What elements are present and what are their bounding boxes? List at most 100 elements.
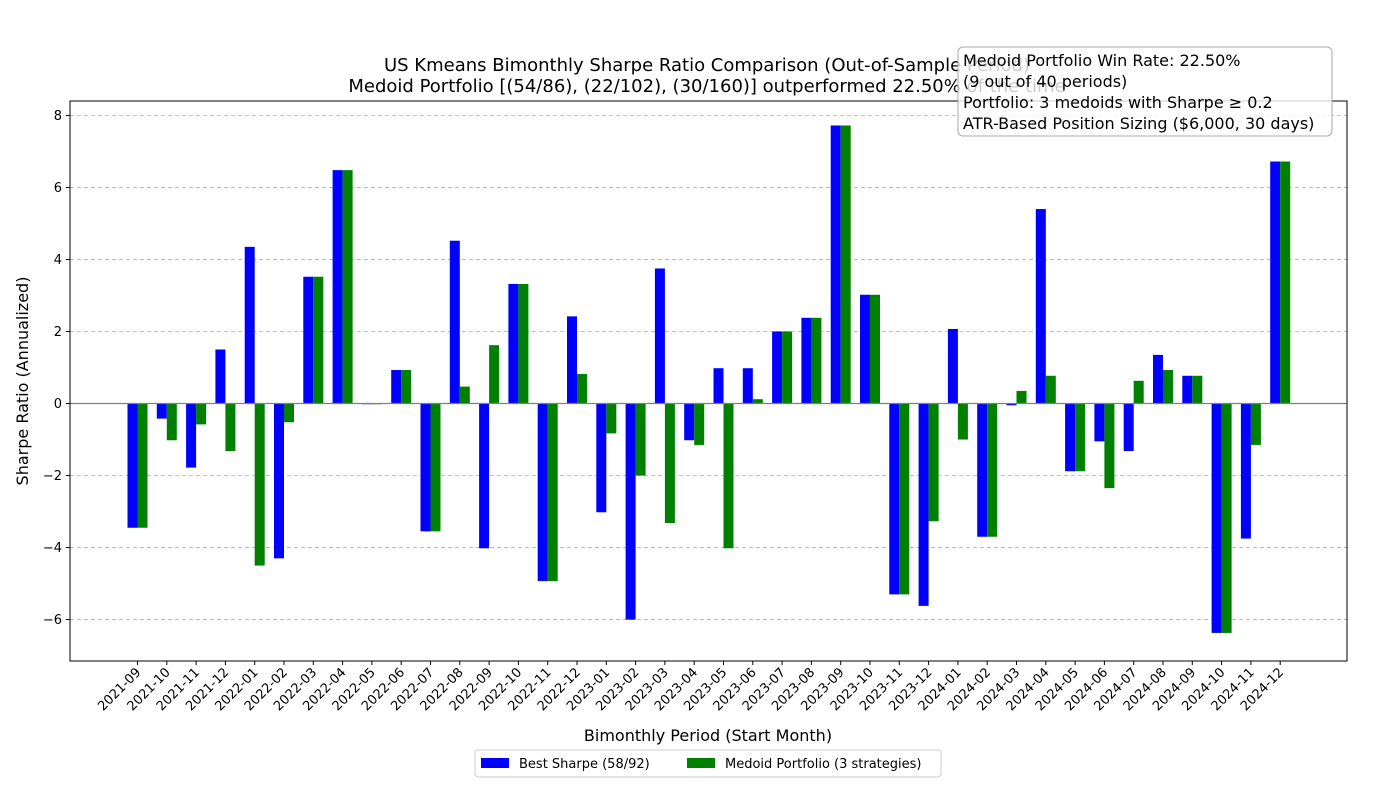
bar-medoid-portfolio-2022-01 <box>254 403 265 566</box>
bar-medoid-portfolio-2024-10 <box>1221 403 1232 633</box>
bar-medoid-portfolio-2024-12 <box>1280 161 1291 404</box>
bar-best-sharpe-2022-04 <box>332 170 343 404</box>
y-tick-label: −4 <box>43 541 62 556</box>
win-rate-annotation-box: Medoid Portfolio Win Rate: 22.50% (9 out… <box>957 46 1333 137</box>
bar-best-sharpe-2022-03 <box>303 276 314 404</box>
bar-medoid-portfolio-2024-03 <box>1016 390 1027 404</box>
y-tick-label: 6 <box>54 181 62 196</box>
y-tick-label: 2 <box>54 325 62 340</box>
bar-best-sharpe-2022-09 <box>479 403 490 549</box>
bar-best-sharpe-2023-01 <box>596 403 607 513</box>
bar-medoid-portfolio-2021-09 <box>137 403 148 528</box>
bar-medoid-portfolio-2022-10 <box>518 283 529 404</box>
bar-best-sharpe-2024-06 <box>1094 403 1105 442</box>
bar-best-sharpe-2022-07 <box>420 403 431 532</box>
bar-best-sharpe-2023-05 <box>713 368 724 404</box>
bar-medoid-portfolio-2023-06 <box>752 399 763 404</box>
bar-medoid-portfolio-2023-03 <box>664 403 675 524</box>
bar-medoid-portfolio-2023-02 <box>635 403 646 476</box>
bar-medoid-portfolio-2023-12 <box>928 403 939 522</box>
legend-swatch-medoid-portfolio <box>687 758 715 768</box>
bar-best-sharpe-2024-07 <box>1123 403 1134 452</box>
bar-best-sharpe-2024-09 <box>1182 375 1193 404</box>
bar-medoid-portfolio-2024-04 <box>1045 375 1056 404</box>
bar-medoid-portfolio-2022-04 <box>342 170 353 404</box>
bar-best-sharpe-2022-11 <box>537 403 548 582</box>
chart-legend: Best Sharpe (58/92) Medoid Portfolio (3 … <box>474 749 942 778</box>
bar-best-sharpe-2022-08 <box>449 240 460 404</box>
bar-best-sharpe-2024-02 <box>977 403 988 537</box>
bar-best-sharpe-2022-10 <box>508 283 519 404</box>
legend-label-best-sharpe: Best Sharpe (58/92) <box>519 757 650 772</box>
bar-medoid-portfolio-2022-07 <box>430 403 441 532</box>
bar-best-sharpe-2022-01 <box>244 246 255 404</box>
bar-medoid-portfolio-2023-01 <box>606 403 617 434</box>
y-tick-label: −2 <box>43 469 62 484</box>
bar-best-sharpe-2022-06 <box>391 370 402 404</box>
y-tick-label: −6 <box>43 613 62 628</box>
y-tick-label: 4 <box>54 253 62 268</box>
annotation-box-frame <box>957 46 1333 137</box>
bar-medoid-portfolio-2023-05 <box>723 403 734 549</box>
bar-medoid-portfolio-2022-03 <box>313 276 324 404</box>
bar-best-sharpe-2023-06 <box>742 368 753 404</box>
bar-medoid-portfolio-2023-07 <box>782 331 793 404</box>
bar-best-sharpe-2023-02 <box>625 403 636 620</box>
bar-medoid-portfolio-2021-10 <box>166 403 177 441</box>
bar-medoid-portfolio-2024-02 <box>987 403 998 537</box>
annotation-line-3: Portfolio: 3 medoids with Sharpe ≥ 0.2 <box>963 93 1273 112</box>
bar-best-sharpe-2023-10 <box>860 294 870 404</box>
bar-best-sharpe-2023-08 <box>801 317 812 404</box>
bar-medoid-portfolio-2022-09 <box>489 345 500 404</box>
bar-medoid-portfolio-2022-11 <box>547 403 558 582</box>
chart-title-line-2: Medoid Portfolio [(54/86), (22/102), (30… <box>348 76 1065 97</box>
bar-best-sharpe-2023-04 <box>684 403 695 441</box>
bar-medoid-portfolio-2023-10 <box>870 294 880 404</box>
bar-medoid-portfolio-2024-01 <box>957 403 968 440</box>
y-tick-label: 0 <box>54 397 62 412</box>
bar-medoid-portfolio-2023-09 <box>840 125 851 404</box>
bar-medoid-portfolio-2023-11 <box>899 403 910 595</box>
bar-best-sharpe-2023-11 <box>889 403 900 595</box>
legend-label-medoid-portfolio: Medoid Portfolio (3 strategies) <box>725 757 922 772</box>
bar-best-sharpe-2021-10 <box>156 403 167 419</box>
bar-medoid-portfolio-2024-09 <box>1192 375 1203 404</box>
bar-medoid-portfolio-2024-05 <box>1075 403 1086 472</box>
legend-swatch-best-sharpe <box>481 758 509 768</box>
bar-best-sharpe-2024-10 <box>1211 403 1222 633</box>
bar-best-sharpe-2023-03 <box>654 268 665 404</box>
bar-best-sharpe-2024-12 <box>1270 161 1281 404</box>
bar-medoid-portfolio-2023-08 <box>811 317 822 404</box>
bar-medoid-portfolio-2022-08 <box>459 386 470 404</box>
annotation-line-4: ATR-Based Position Sizing ($6,000, 30 da… <box>963 114 1314 133</box>
bar-medoid-portfolio-2021-12 <box>225 403 236 452</box>
y-tick-label: 8 <box>54 109 62 124</box>
bar-series-group <box>127 125 1291 633</box>
y-axis-label: Sharpe Ratio (Annualized) <box>13 277 32 486</box>
bar-best-sharpe-2023-07 <box>772 331 783 404</box>
bar-best-sharpe-2021-09 <box>127 403 138 528</box>
bar-best-sharpe-2024-08 <box>1153 354 1163 404</box>
annotation-line-1: Medoid Portfolio Win Rate: 22.50% <box>963 51 1241 70</box>
chart-title-line-1: US Kmeans Bimonthly Sharpe Ratio Compari… <box>384 55 1030 76</box>
bar-medoid-portfolio-2024-07 <box>1133 380 1144 404</box>
bar-medoid-portfolio-2022-06 <box>401 370 412 404</box>
bar-best-sharpe-2024-05 <box>1065 403 1076 472</box>
plot-frame <box>69 100 1348 662</box>
bar-medoid-portfolio-2022-12 <box>577 373 587 404</box>
y-axis-ticks: −6 −4 −2 0 2 4 6 8 <box>43 109 70 628</box>
bar-medoid-portfolio-2021-11 <box>196 403 207 425</box>
bar-medoid-portfolio-2024-06 <box>1104 403 1115 489</box>
bar-medoid-portfolio-2022-02 <box>284 403 294 423</box>
bar-best-sharpe-2021-12 <box>215 349 226 404</box>
bar-medoid-portfolio-2023-04 <box>694 403 705 445</box>
x-axis-label: Bimonthly Period (Start Month) <box>584 726 832 745</box>
bar-best-sharpe-2022-02 <box>274 403 284 559</box>
bar-best-sharpe-2023-12 <box>918 403 929 606</box>
bar-best-sharpe-2024-01 <box>947 328 958 404</box>
bar-best-sharpe-2021-11 <box>186 403 197 468</box>
bar-medoid-portfolio-2024-08 <box>1163 370 1173 404</box>
bar-best-sharpe-2024-03 <box>1006 403 1017 406</box>
bar-best-sharpe-2023-09 <box>830 125 841 404</box>
bar-best-sharpe-2024-04 <box>1035 209 1046 404</box>
